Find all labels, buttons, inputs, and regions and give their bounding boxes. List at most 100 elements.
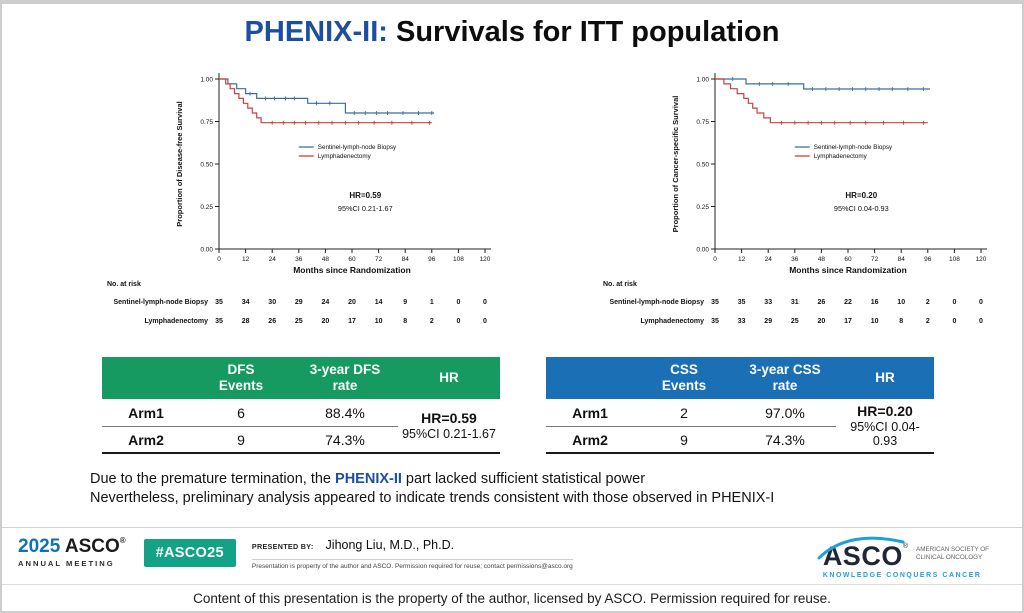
- dfs-hr-ci: 95%CI 0.21-1.67: [402, 427, 496, 442]
- svg-text:2: 2: [926, 318, 930, 325]
- svg-text:22: 22: [844, 299, 852, 306]
- svg-text:Lymphadenectomy: Lymphadenectomy: [144, 318, 208, 325]
- hashtag-badge: #ASCO25: [143, 538, 236, 567]
- table-row: Arm1 2 97.0% HR=0.20 95%CI 0.04-0.93: [546, 399, 934, 448]
- svg-text:1.00: 1.00: [200, 76, 213, 83]
- svg-text:9: 9: [403, 299, 407, 306]
- svg-text:33: 33: [765, 299, 773, 306]
- svg-text:48: 48: [321, 256, 329, 263]
- title-highlight: PHENIX-II:: [244, 16, 388, 48]
- svg-text:0: 0: [953, 299, 957, 306]
- svg-text:29: 29: [295, 299, 303, 306]
- svg-text:35: 35: [711, 318, 719, 325]
- dfs-kaplan-meier-chart: 0.000.250.500.751.000 12 24 36 48 60 72 84 96 108…: [107, 73, 491, 325]
- svg-text:26: 26: [818, 299, 826, 306]
- svg-text:20: 20: [348, 299, 356, 306]
- svg-text:14: 14: [374, 299, 382, 306]
- css-table-header: CSS Events 3-year CSS rate HR: [546, 357, 934, 400]
- svg-text:0: 0: [456, 299, 460, 306]
- presenter-name: Jihong Liu, M.D., Ph.D.: [325, 537, 455, 552]
- css-header-events: CSS Events: [634, 357, 734, 400]
- presenter-row: PRESENTED BY: Jihong Liu, M.D., Ph.D.: [252, 538, 573, 552]
- km-series: [218, 78, 434, 115]
- svg-text:28: 28: [241, 318, 249, 325]
- charts-row: 0.00 0.25 0.50 0.75 1.00 0 12 24 36 48 60 72 84 96 108…: [2, 65, 1022, 331]
- svg-text:HR=0.59: HR=0.59: [349, 191, 381, 200]
- svg-text:0.75: 0.75: [697, 119, 710, 126]
- css-arm1-label: Arm1: [546, 399, 634, 427]
- svg-text:Lymphadenectomy: Lymphadenectomy: [814, 153, 868, 160]
- svg-text:0.25: 0.25: [200, 204, 213, 211]
- presented-by-label: PRESENTED BY:: [251, 541, 314, 551]
- svg-text:12: 12: [242, 256, 250, 263]
- bottom-copyright-strip: Content of this presentation is the prop…: [2, 584, 1022, 611]
- svg-text:36: 36: [791, 256, 799, 263]
- dfs-table-header: DFS Events 3-year DFS rate HR: [102, 357, 500, 400]
- meeting-year: 2025: [18, 535, 61, 557]
- svg-text:0.00: 0.00: [697, 246, 710, 253]
- svg-text:0: 0: [483, 318, 487, 325]
- svg-text:60: 60: [845, 256, 853, 263]
- svg-text:0: 0: [456, 318, 460, 325]
- svg-text:108: 108: [949, 256, 960, 263]
- dfs-arm2-events: 9: [237, 431, 245, 448]
- svg-text:0: 0: [979, 299, 983, 306]
- dfs-summary-table: DFS Events 3-year DFS rate HR Arm1 6 88.…: [102, 357, 500, 455]
- svg-text:35: 35: [215, 318, 223, 325]
- css-header-rate: 3-year CSS rate: [734, 357, 836, 400]
- note-line-1: Due to the premature termination, the PH…: [90, 470, 1022, 488]
- svg-text:30: 30: [268, 299, 276, 306]
- note-line-2: Nevertheless, preliminary analysis appea…: [90, 489, 775, 506]
- meeting-org: ASCO: [64, 535, 120, 557]
- asco-logo: ASCO® AMERICAN SOCIETY OF CLINICAL ONCOL…: [817, 536, 1002, 579]
- dfs-hr-cell: HR=0.59 95%CI 0.21-1.67: [398, 399, 500, 453]
- svg-text:0: 0: [714, 256, 718, 263]
- asco-logo-row: ASCO® AMERICAN SOCIETY OF CLINICAL ONCOL…: [817, 536, 1002, 570]
- svg-text:0: 0: [483, 299, 487, 306]
- svg-text:0: 0: [217, 256, 221, 263]
- svg-text:17: 17: [844, 318, 852, 325]
- svg-text:60: 60: [348, 256, 356, 263]
- svg-text:35: 35: [711, 299, 719, 306]
- km-series: [715, 77, 931, 92]
- svg-text:84: 84: [898, 256, 906, 263]
- css-arm2-events: 9: [680, 431, 688, 448]
- css-header-blank: [546, 357, 634, 400]
- dfs-arm1-label: Arm1: [102, 399, 190, 427]
- dfs-header-events: DFS Events: [190, 357, 292, 400]
- svg-text:Proportion of Disease-free Sur: Proportion of Disease-free Survival: [175, 101, 184, 226]
- page-title: PHENIX-II: Survivals for ITT population: [2, 4, 1022, 49]
- svg-text:0: 0: [953, 318, 957, 325]
- dfs-header-blank: [102, 357, 190, 400]
- svg-text:120: 120: [479, 256, 490, 263]
- svg-text:95%CI 0.04-0.93: 95%CI 0.04-0.93: [834, 204, 889, 213]
- svg-text:Months since Randomization: Months since Randomization: [790, 265, 908, 275]
- registered-mark: ®: [902, 542, 908, 550]
- svg-text:No. at risk: No. at risk: [603, 281, 637, 288]
- css-arm1-rate: 97.0%: [734, 399, 836, 427]
- css-summary-table: CSS Events 3-year CSS rate HR Arm1 2 97.…: [546, 357, 934, 455]
- svg-text:10: 10: [374, 318, 382, 325]
- meeting-logo-top: 2025 ASCO®: [18, 535, 126, 557]
- svg-text:Sentinel-lymph-node Biopsy: Sentinel-lymph-node Biopsy: [113, 299, 208, 306]
- asco-tagline: KNOWLEDGE CONQUERS CANCER: [822, 571, 982, 579]
- asco-wordmark-wrap: ASCO®: [817, 536, 908, 570]
- svg-text:0.50: 0.50: [697, 161, 710, 168]
- note1-pre: Due to the premature termination, the: [90, 471, 336, 488]
- slide: PHENIX-II: Survivals for ITT population …: [2, 4, 1022, 611]
- svg-text:Proportion of Cancer-specific: Proportion of Cancer-specific Survival: [671, 96, 680, 233]
- svg-text:48: 48: [818, 256, 826, 263]
- svg-text:108: 108: [453, 256, 464, 263]
- css-arm1-events: 2: [634, 399, 734, 427]
- css-arm2-label: Arm2: [572, 431, 608, 448]
- dfs-hr-value: HR=0.59: [421, 410, 477, 427]
- svg-text:Lymphadenectomy: Lymphadenectomy: [317, 153, 371, 160]
- svg-text:72: 72: [375, 256, 383, 263]
- svg-text:20: 20: [321, 318, 329, 325]
- svg-text:25: 25: [791, 318, 799, 325]
- svg-text:24: 24: [765, 256, 773, 263]
- css-header-hr: HR: [836, 357, 934, 400]
- svg-text:No. at risk: No. at risk: [107, 281, 141, 288]
- svg-text:1: 1: [430, 299, 434, 306]
- svg-text:16: 16: [871, 299, 879, 306]
